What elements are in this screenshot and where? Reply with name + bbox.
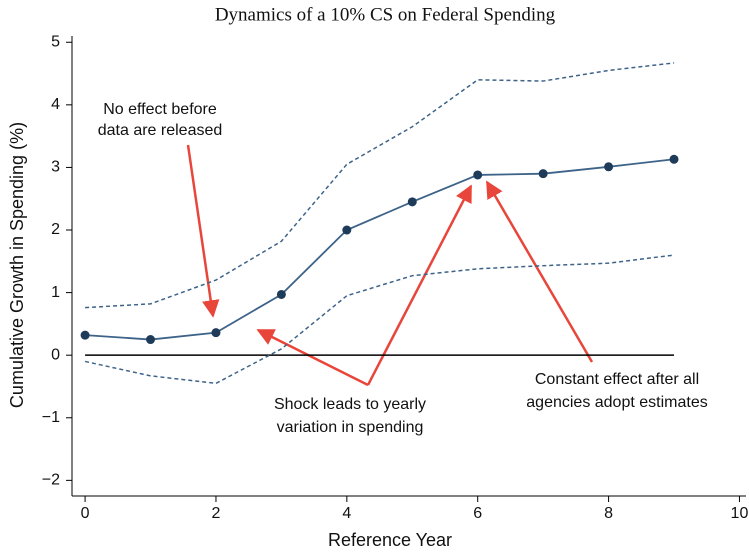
point xyxy=(407,197,417,207)
x-tick-label: 8 xyxy=(604,505,613,522)
annotation: No effect before xyxy=(103,101,217,118)
point xyxy=(211,328,221,338)
x-tick-label: 6 xyxy=(473,505,482,522)
annotation: data are released xyxy=(98,122,223,139)
y-tick-label: 3 xyxy=(51,159,60,176)
arrow xyxy=(485,180,594,363)
arrow xyxy=(366,184,473,386)
y-tick-label: 2 xyxy=(51,221,60,238)
point xyxy=(146,335,156,345)
annotation: agencies adopt estimates xyxy=(526,394,707,411)
x-tick-label: 10 xyxy=(731,505,749,522)
y-tick-label: 5 xyxy=(51,33,60,50)
x-tick-label: 0 xyxy=(81,505,90,522)
point xyxy=(80,330,90,340)
point xyxy=(473,170,483,180)
annotation: variation in spending xyxy=(277,419,424,436)
point xyxy=(276,289,286,299)
y-tick-label: −2 xyxy=(42,472,60,489)
series-line xyxy=(84,254,675,385)
y-tick-label: 4 xyxy=(51,96,60,113)
y-tick-label: 1 xyxy=(51,284,60,301)
point xyxy=(604,162,614,172)
y-tick-label: 0 xyxy=(51,346,60,363)
x-tick-label: 4 xyxy=(342,505,351,522)
x-axis-label: Reference Year xyxy=(328,530,452,550)
arrows xyxy=(186,144,594,387)
series-line xyxy=(85,62,675,309)
point xyxy=(538,169,548,179)
annotation: Shock leads to yearly xyxy=(274,396,426,413)
arrow xyxy=(186,144,220,318)
point xyxy=(669,154,679,164)
chart-title: Dynamics of a 10% CS on Federal Spending xyxy=(215,4,556,25)
series-line xyxy=(85,158,675,341)
annotation: Constant effect after all xyxy=(535,371,699,388)
point xyxy=(342,225,352,235)
y-tick-label: −1 xyxy=(42,409,60,426)
arrow xyxy=(256,328,369,387)
y-axis-label: Cumulative Growth in Spending (%) xyxy=(7,122,27,408)
x-tick-label: 2 xyxy=(212,505,221,522)
